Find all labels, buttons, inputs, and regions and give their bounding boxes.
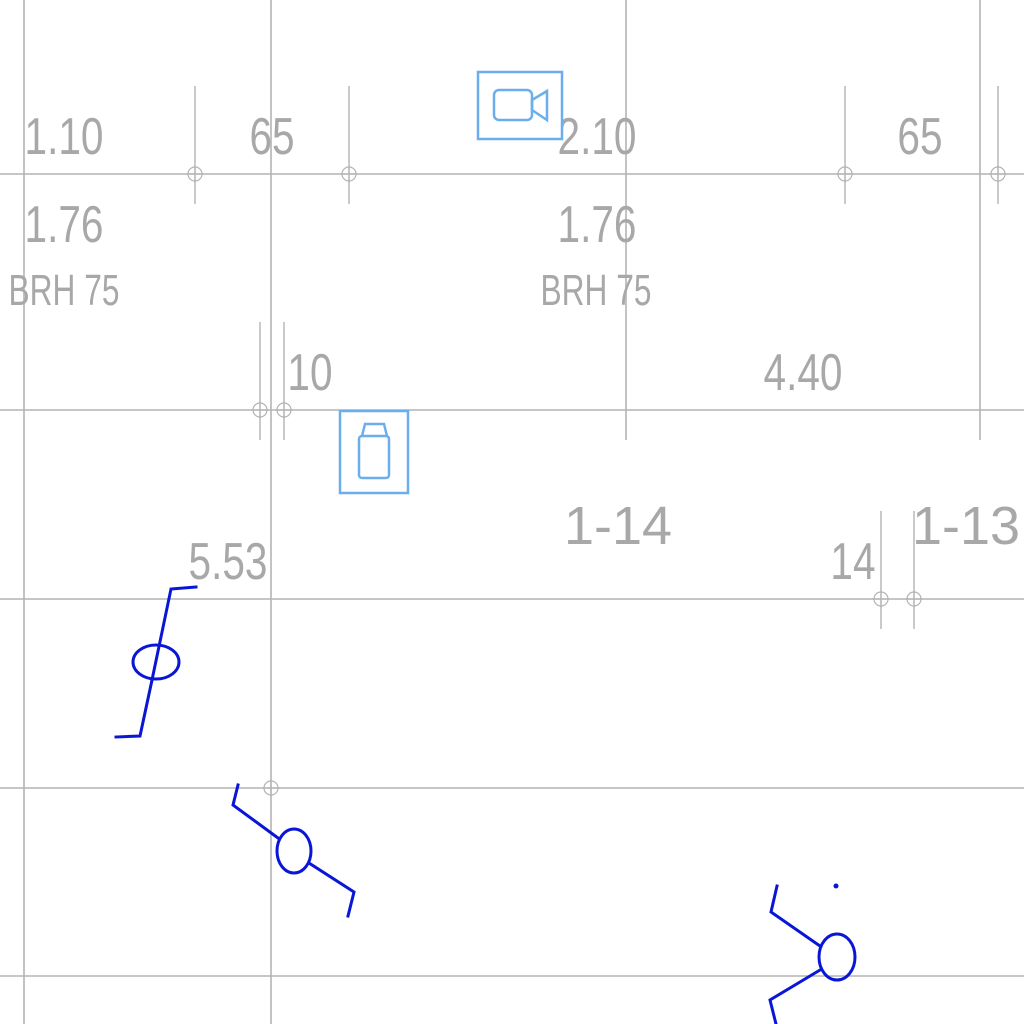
dimension-label-440: 4.40 xyxy=(764,343,843,401)
room-label-1-14: 1-14 xyxy=(564,496,672,556)
dimension-label-14: 14 xyxy=(830,532,875,590)
dimension-labels: 1.10 65 2.10 65 1.76 1.76 BRH 75 BRH 75 … xyxy=(9,107,1021,590)
intersection-markers xyxy=(186,165,1007,797)
crosshair-marker xyxy=(262,779,280,797)
room-label-1-13: 1-13 xyxy=(912,496,1020,556)
crosshair-marker xyxy=(872,590,890,608)
width-label-3: 2.10 xyxy=(558,107,637,165)
crosshair-marker xyxy=(989,165,1007,183)
bin-badge[interactable] xyxy=(338,409,410,495)
dimension-ticks xyxy=(194,86,999,629)
sill-height-label-1: BRH 75 xyxy=(9,266,120,315)
door-marker-dot xyxy=(833,883,839,889)
width-label-1: 1.10 xyxy=(25,107,104,165)
height-label-2: 1.76 xyxy=(558,195,637,253)
crosshair-marker xyxy=(340,165,358,183)
sill-height-label-2: BRH 75 xyxy=(541,266,652,315)
crosshair-marker xyxy=(251,401,269,419)
door-marker[interactable] xyxy=(114,585,198,739)
camera-badge[interactable] xyxy=(476,70,564,141)
width-label-4: 65 xyxy=(897,107,942,165)
width-label-2: 65 xyxy=(249,107,294,165)
door-marker[interactable] xyxy=(231,783,356,918)
door-marker[interactable] xyxy=(768,883,857,1024)
crosshair-marker xyxy=(275,401,293,419)
door-markers xyxy=(114,585,857,1024)
dimension-label-553: 5.53 xyxy=(189,532,268,590)
crosshair-marker xyxy=(186,165,204,183)
video-camera-icon xyxy=(492,88,549,123)
height-label-1: 1.76 xyxy=(25,195,104,253)
crosshair-marker xyxy=(836,165,854,183)
crosshair-marker xyxy=(905,590,923,608)
dimension-label-10: 10 xyxy=(287,343,332,401)
waste-bin-icon xyxy=(357,422,391,480)
